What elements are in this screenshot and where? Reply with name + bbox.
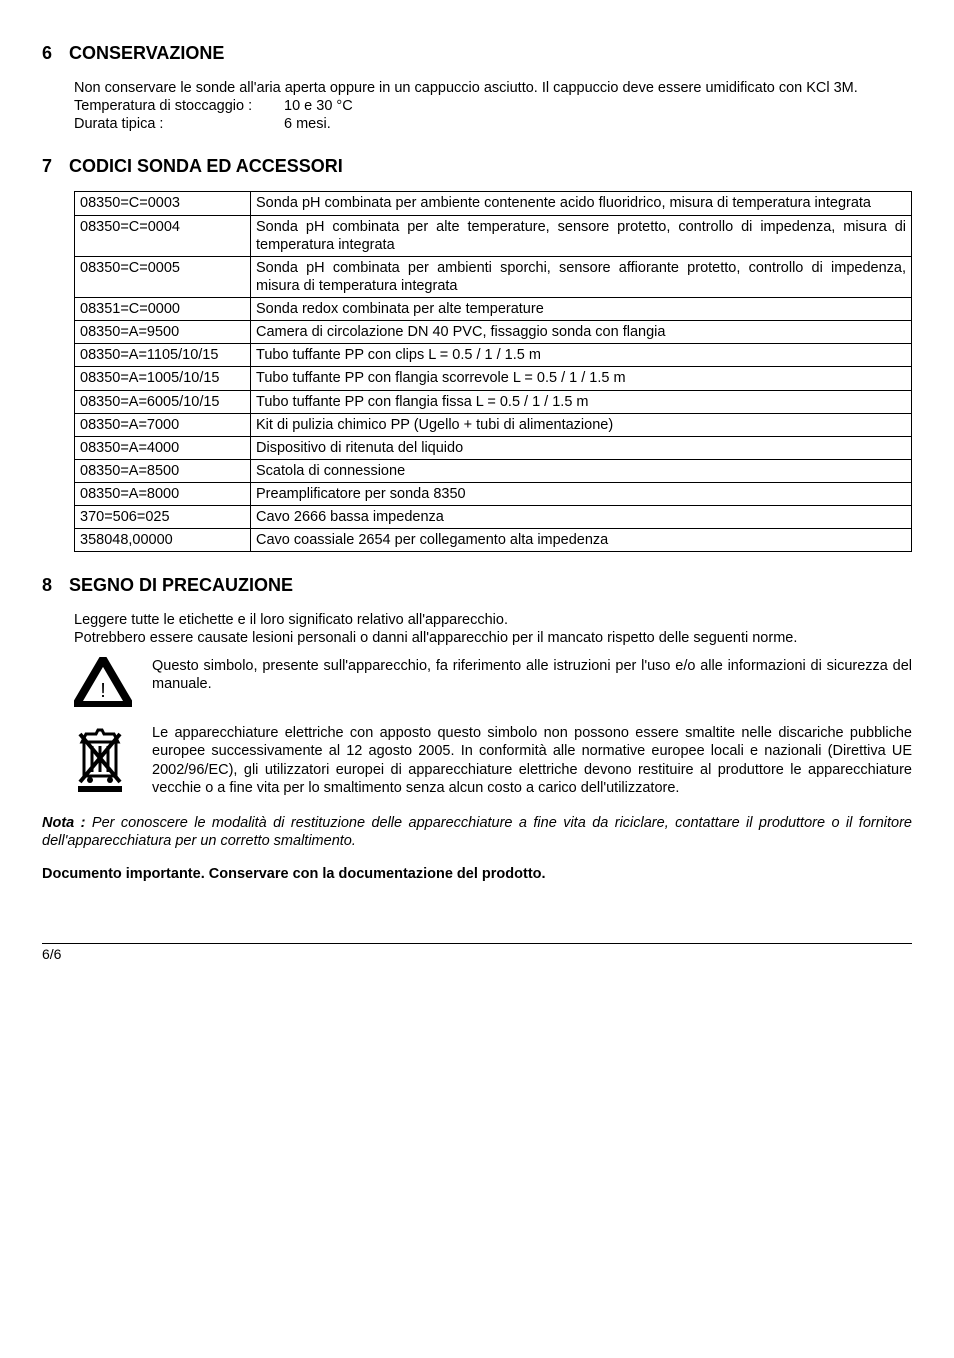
- table-row: 08350=C=0003Sonda pH combinata per ambie…: [75, 192, 912, 215]
- s6-intro: Non conservare le sonde all'aria aperta …: [74, 79, 912, 97]
- doc-importante-text: Documento importante. Conservare con la …: [42, 866, 546, 882]
- table-cell-desc: Dispositivo di ritenuta del liquido: [251, 436, 912, 459]
- table-cell-desc: Preamplificatore per sonda 8350: [251, 483, 912, 506]
- table-row: 358048,00000Cavo coassiale 2654 per coll…: [75, 529, 912, 552]
- table-cell-desc: Sonda pH combinata per ambienti sporchi,…: [251, 256, 912, 297]
- table-cell-desc: Cavo coassiale 2654 per collegamento alt…: [251, 529, 912, 552]
- table-cell-desc: Sonda redox combinata per alte temperatu…: [251, 298, 912, 321]
- table-cell-code: 08350=A=9500: [75, 321, 251, 344]
- nota-paragraph: Nota : Per conoscere le modalità di rest…: [42, 814, 912, 850]
- table-cell-desc: Tubo tuffante PP con flangia fissa L = 0…: [251, 390, 912, 413]
- section-8-heading: 8 SEGNO DI PRECAUZIONE: [42, 574, 912, 597]
- accessory-table: 08350=C=0003Sonda pH combinata per ambie…: [74, 191, 912, 552]
- table-row: 08350=A=7000Kit di pulizia chimico PP (U…: [75, 413, 912, 436]
- section-8-num: 8: [42, 574, 64, 597]
- table-cell-code: 08350=A=4000: [75, 436, 251, 459]
- table-cell-desc: Sonda pH combinata per alte temperature,…: [251, 215, 912, 256]
- table-row: 08350=C=0004Sonda pH combinata per alte …: [75, 215, 912, 256]
- page-footer: 6/6: [42, 943, 912, 964]
- warning-icon: !: [74, 657, 134, 712]
- section-8-title: SEGNO DI PRECAUZIONE: [69, 575, 293, 595]
- section-7-heading: 7 CODICI SONDA ED ACCESSORI: [42, 155, 912, 178]
- section-6-num: 6: [42, 42, 64, 65]
- section-6-heading: 6 CONSERVAZIONE: [42, 42, 912, 65]
- table-cell-desc: Scatola di connessione: [251, 459, 912, 482]
- table-cell-code: 08350=C=0005: [75, 256, 251, 297]
- table-row: 08350=A=1105/10/15Tubo tuffante PP con c…: [75, 344, 912, 367]
- svg-text:!: !: [100, 680, 106, 702]
- table-cell-code: 08351=C=0000: [75, 298, 251, 321]
- table-row: 08350=C=0005Sonda pH combinata per ambie…: [75, 256, 912, 297]
- table-cell-code: 370=506=025: [75, 506, 251, 529]
- table-cell-desc: Tubo tuffante PP con flangia scorrevole …: [251, 367, 912, 390]
- table-cell-desc: Kit di pulizia chimico PP (Ugello + tubi…: [251, 413, 912, 436]
- nota-label: Nota :: [42, 815, 85, 831]
- warning-row: ! Questo simbolo, presente sull'apparecc…: [74, 657, 912, 712]
- s6-row-1: Durata tipica : 6 mesi.: [74, 115, 912, 133]
- s6-row-0-label: Temperatura di stoccaggio :: [74, 97, 284, 115]
- table-cell-code: 08350=A=1105/10/15: [75, 344, 251, 367]
- table-cell-desc: Tubo tuffante PP con clips L = 0.5 / 1 /…: [251, 344, 912, 367]
- table-cell-desc: Sonda pH combinata per ambiente contenen…: [251, 192, 912, 215]
- table-row: 08350=A=8000Preamplificatore per sonda 8…: [75, 483, 912, 506]
- weee-text: Le apparecchiature elettriche con appost…: [152, 724, 912, 799]
- section-7-title: CODICI SONDA ED ACCESSORI: [69, 156, 343, 176]
- table-cell-code: 08350=A=6005/10/15: [75, 390, 251, 413]
- table-row: 370=506=025Cavo 2666 bassa impedenza: [75, 506, 912, 529]
- warning-text: Questo simbolo, presente sull'apparecchi…: [152, 657, 912, 712]
- section-6-title: CONSERVAZIONE: [69, 43, 224, 63]
- table-row: 08350=A=6005/10/15Tubo tuffante PP con f…: [75, 390, 912, 413]
- table-cell-desc: Cavo 2666 bassa impedenza: [251, 506, 912, 529]
- table-cell-code: 08350=A=7000: [75, 413, 251, 436]
- s6-row-1-value: 6 mesi.: [284, 115, 331, 133]
- weee-icon: [74, 724, 134, 799]
- table-cell-code: 358048,00000: [75, 529, 251, 552]
- weee-row: Le apparecchiature elettriche con appost…: [74, 724, 912, 799]
- table-cell-code: 08350=A=1005/10/15: [75, 367, 251, 390]
- table-cell-code: 08350=C=0004: [75, 215, 251, 256]
- table-row: 08350=A=8500Scatola di connessione: [75, 459, 912, 482]
- table-row: 08350=A=9500Camera di circolazione DN 40…: [75, 321, 912, 344]
- s6-row-1-label: Durata tipica :: [74, 115, 284, 133]
- table-cell-code: 08350=A=8500: [75, 459, 251, 482]
- table-cell-code: 08350=C=0003: [75, 192, 251, 215]
- nota-text: Per conoscere le modalità di restituzion…: [42, 815, 912, 849]
- table-row: 08350=A=1005/10/15Tubo tuffante PP con f…: [75, 367, 912, 390]
- s8-p1: Leggere tutte le etichette e il loro sig…: [74, 611, 912, 629]
- s8-p2: Potrebbero essere causate lesioni person…: [74, 629, 912, 647]
- table-row: 08351=C=0000Sonda redox combinata per al…: [75, 298, 912, 321]
- doc-importante: Documento importante. Conservare con la …: [42, 865, 912, 883]
- table-cell-code: 08350=A=8000: [75, 483, 251, 506]
- section-7-num: 7: [42, 155, 64, 178]
- s6-row-0: Temperatura di stoccaggio : 10 e 30 °C: [74, 97, 912, 115]
- table-row: 08350=A=4000Dispositivo di ritenuta del …: [75, 436, 912, 459]
- table-cell-desc: Camera di circolazione DN 40 PVC, fissag…: [251, 321, 912, 344]
- s6-row-0-value: 10 e 30 °C: [284, 97, 353, 115]
